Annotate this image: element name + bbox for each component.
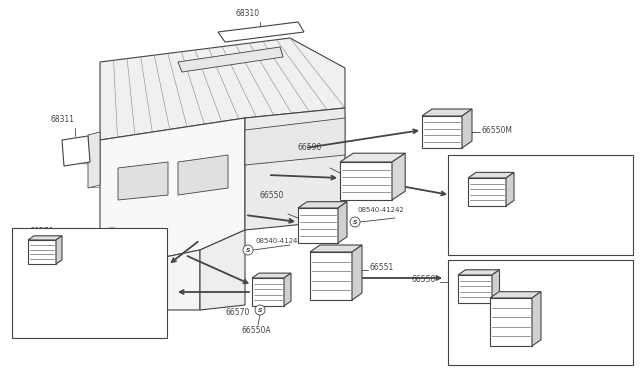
Polygon shape: [490, 292, 541, 298]
Polygon shape: [100, 38, 345, 140]
Polygon shape: [252, 273, 291, 278]
Text: C: C: [455, 265, 460, 274]
Text: C <UP TO JULY'88>: C <UP TO JULY'88>: [15, 272, 83, 278]
Polygon shape: [340, 153, 405, 162]
Circle shape: [255, 305, 265, 315]
Text: 08540-41242: 08540-41242: [358, 207, 404, 213]
Polygon shape: [392, 153, 405, 200]
Text: CAN>C <FROM JULY'89>: CAN>C <FROM JULY'89>: [15, 283, 102, 289]
Polygon shape: [468, 178, 506, 206]
Polygon shape: [284, 273, 291, 306]
Text: 66570: 66570: [226, 308, 250, 317]
Polygon shape: [100, 118, 245, 270]
Circle shape: [350, 217, 360, 227]
Polygon shape: [492, 270, 499, 303]
Polygon shape: [298, 202, 347, 208]
Polygon shape: [28, 236, 62, 240]
Text: 08540-41242: 08540-41242: [255, 238, 301, 244]
Polygon shape: [422, 109, 472, 116]
Text: 68311: 68311: [50, 115, 74, 124]
Polygon shape: [218, 22, 304, 42]
Polygon shape: [28, 240, 56, 264]
Polygon shape: [245, 108, 345, 230]
Text: 66590: 66590: [298, 143, 322, 152]
Text: 66550: 66550: [260, 191, 284, 200]
Polygon shape: [338, 202, 347, 243]
Polygon shape: [310, 245, 362, 252]
Polygon shape: [310, 252, 352, 300]
Polygon shape: [352, 245, 362, 300]
Bar: [12, 228, 167, 338]
Polygon shape: [458, 270, 499, 275]
Text: S: S: [258, 308, 262, 312]
Text: S: S: [353, 219, 357, 224]
Text: C: C: [455, 170, 460, 179]
Text: 66550A: 66550A: [242, 326, 271, 335]
Text: S: S: [246, 247, 250, 253]
Polygon shape: [178, 47, 283, 72]
Text: 66550M: 66550M: [482, 125, 513, 135]
Polygon shape: [422, 116, 462, 148]
Polygon shape: [178, 155, 228, 195]
Circle shape: [243, 245, 253, 255]
Polygon shape: [532, 292, 541, 346]
Text: 66570: 66570: [30, 227, 54, 236]
Polygon shape: [252, 278, 284, 306]
Text: ^680 100 3: ^680 100 3: [558, 358, 600, 364]
Text: GXE: GXE: [455, 160, 471, 169]
Polygon shape: [62, 136, 90, 166]
Text: 66550: 66550: [412, 276, 436, 285]
Polygon shape: [490, 298, 532, 346]
Polygon shape: [50, 250, 200, 310]
Text: 66551: 66551: [370, 263, 394, 273]
Circle shape: [98, 228, 126, 256]
Polygon shape: [462, 109, 472, 148]
Polygon shape: [118, 162, 168, 200]
Polygon shape: [506, 172, 514, 206]
Polygon shape: [200, 230, 245, 310]
Polygon shape: [468, 172, 514, 178]
Bar: [448, 155, 633, 255]
Bar: [448, 260, 633, 365]
Text: 66551: 66551: [547, 314, 572, 323]
Text: 66590: 66590: [520, 186, 545, 195]
Polygon shape: [298, 208, 338, 243]
Polygon shape: [245, 118, 345, 165]
Polygon shape: [458, 275, 492, 303]
Polygon shape: [340, 162, 392, 200]
Text: C: C: [143, 232, 148, 241]
Text: 68310: 68310: [236, 9, 260, 18]
Polygon shape: [88, 132, 100, 188]
Polygon shape: [56, 236, 62, 264]
